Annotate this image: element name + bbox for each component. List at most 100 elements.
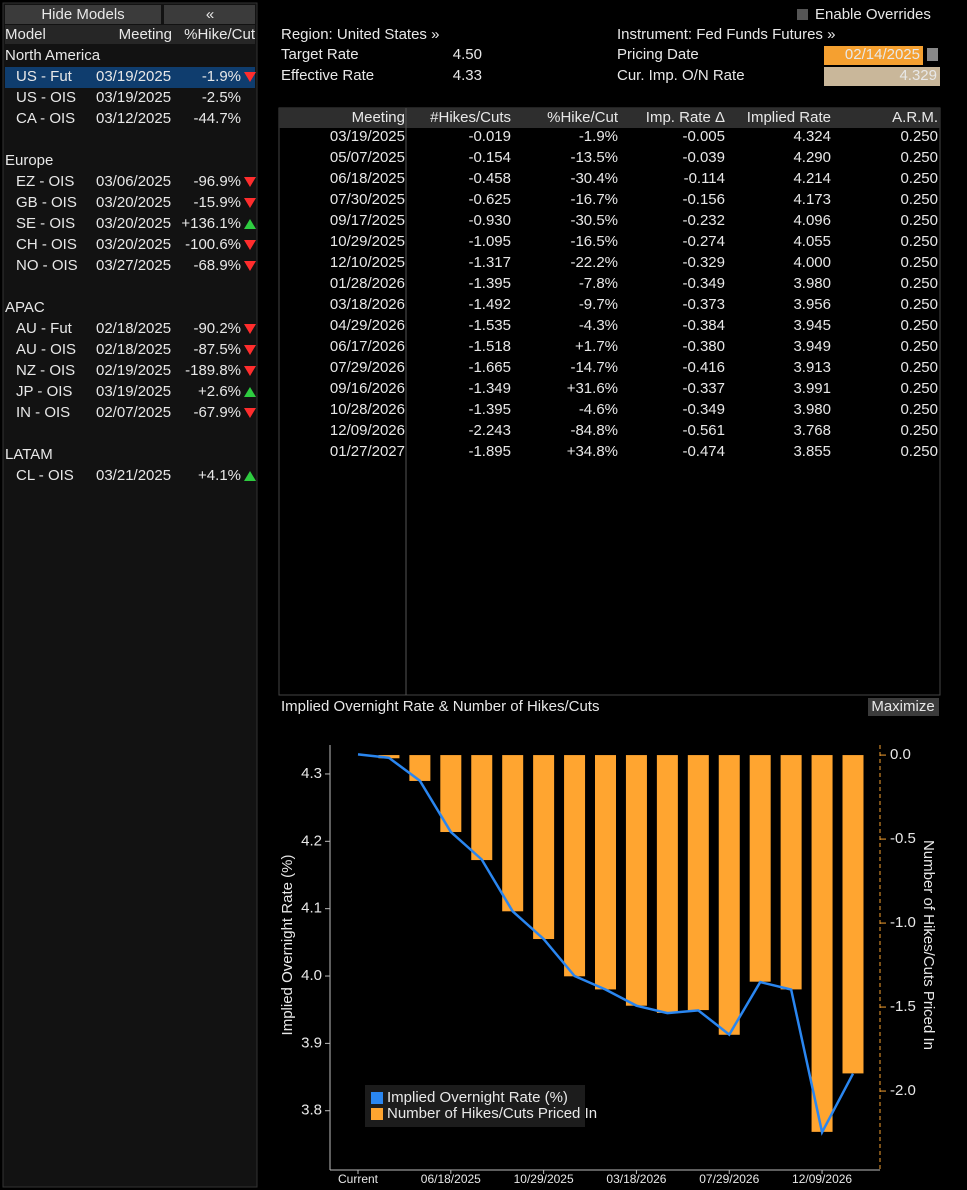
model-name[interactable]: CH - OIS: [16, 236, 77, 253]
model-meeting: 03/12/2025: [96, 110, 171, 127]
table-cell: -0.416: [682, 359, 725, 376]
table-cell: -16.5%: [570, 233, 618, 250]
chart-title: Implied Overnight Rate & Number of Hikes…: [281, 698, 599, 715]
table-cell: -0.329: [682, 254, 725, 271]
table-cell: -0.930: [468, 212, 511, 229]
table-cell: -0.561: [682, 422, 725, 439]
model-meeting: 03/06/2025: [96, 173, 171, 190]
model-meeting: 03/27/2025: [96, 257, 171, 274]
overrides-checkbox[interactable]: [797, 9, 808, 20]
table-cell: -84.8%: [570, 422, 618, 439]
bar: [718, 755, 740, 1035]
model-meeting: 03/19/2025: [96, 68, 171, 85]
y2-tick-label: -1.5: [890, 998, 916, 1015]
table-cell: -4.6%: [579, 401, 618, 418]
arrow-down: [244, 324, 256, 334]
x-tick-label: 07/29/2026: [699, 1172, 759, 1186]
table-cell: -0.349: [682, 275, 725, 292]
field-value: 02/14/2025: [845, 46, 920, 63]
bar: [564, 755, 586, 977]
model-change: -87.5%: [193, 341, 241, 358]
table-column-header: %Hike/Cut: [547, 109, 619, 126]
maximize-label: Maximize: [871, 698, 934, 715]
bar: [842, 755, 864, 1074]
bar: [811, 755, 833, 1132]
table-cell: -1.492: [468, 296, 511, 313]
table-column-header: #Hikes/Cuts: [430, 109, 511, 126]
model-change: -67.9%: [193, 404, 241, 421]
arrow-down: [244, 366, 256, 376]
model-name[interactable]: SE - OIS: [16, 215, 75, 232]
model-change: -44.7%: [193, 110, 241, 127]
y-tick-label: 4.1: [301, 900, 322, 917]
y-axis-label: Implied Overnight Rate (%): [279, 855, 296, 1036]
table-cell: -1.518: [468, 338, 511, 355]
bar: [687, 755, 709, 1011]
table-cell: -0.154: [468, 149, 511, 166]
models-column-header: Meeting: [119, 26, 172, 43]
field-value: 4.50: [453, 46, 482, 63]
calendar-icon[interactable]: [927, 48, 938, 61]
table-cell: 3.980: [793, 275, 831, 292]
table-cell: -1.349: [468, 380, 511, 397]
table-cell: 4.290: [793, 149, 831, 166]
bar: [780, 755, 802, 990]
x-tick-label: 03/18/2026: [606, 1172, 666, 1186]
table-cell: 3.980: [793, 401, 831, 418]
table-cell: 0.250: [900, 338, 938, 355]
arrow-down: [244, 345, 256, 355]
field-value: 4.33: [453, 67, 482, 84]
model-name[interactable]: GB - OIS: [16, 194, 77, 211]
model-change: +2.6%: [198, 383, 241, 400]
hide-models-button[interactable]: [5, 5, 161, 24]
model-meeting: 02/07/2025: [96, 404, 171, 421]
table-cell: 4.055: [793, 233, 831, 250]
field-value: 4.329: [899, 67, 937, 84]
model-name[interactable]: US - OIS: [16, 89, 76, 106]
collapse-button[interactable]: [164, 5, 255, 24]
table-cell: -0.458: [468, 170, 511, 187]
maximize-button[interactable]: [868, 698, 939, 716]
model-change: -90.2%: [193, 320, 241, 337]
model-name[interactable]: AU - OIS: [16, 341, 76, 358]
model-name[interactable]: IN - OIS: [16, 404, 70, 421]
instrument[interactable]: Instrument: Fed Funds Futures »: [617, 26, 835, 43]
x-tick-label: 06/18/2025: [421, 1172, 481, 1186]
model-name[interactable]: NZ - OIS: [16, 362, 75, 379]
model-name[interactable]: NO - OIS: [16, 257, 78, 274]
table-cell: -0.232: [682, 212, 725, 229]
table-cell: 03/19/2025: [330, 128, 405, 145]
model-name[interactable]: CL - OIS: [16, 467, 74, 484]
selected-row[interactable]: [5, 67, 255, 88]
bar: [409, 755, 431, 781]
table-cell: -1.095: [468, 233, 511, 250]
model-name[interactable]: AU - Fut: [16, 320, 73, 337]
model-meeting: 03/20/2025: [96, 215, 171, 232]
table-cell: 10/28/2026: [330, 401, 405, 418]
x-tick-label: 10/29/2025: [514, 1172, 574, 1186]
model-change: -15.9%: [193, 194, 241, 211]
bar: [595, 755, 616, 990]
enable-overrides[interactable]: Enable Overrides: [815, 6, 931, 23]
bar: [625, 755, 647, 1006]
table-cell: -0.380: [682, 338, 725, 355]
table-cell: -0.337: [682, 380, 725, 397]
model-name[interactable]: EZ - OIS: [16, 173, 74, 190]
model-name[interactable]: CA - OIS: [16, 110, 75, 127]
group-label: Europe: [5, 152, 53, 169]
table-column-header: A.R.M.: [892, 109, 938, 126]
field-box[interactable]: [824, 46, 923, 65]
collapse-label: «: [206, 6, 214, 23]
model-name[interactable]: US - Fut: [16, 68, 73, 85]
table-cell: 4.000: [793, 254, 831, 271]
table-cell: 3.956: [793, 296, 831, 313]
table-cell: 0.250: [900, 233, 938, 250]
table-column-header: Imp. Rate Δ: [646, 109, 725, 126]
group-label: LATAM: [5, 446, 53, 463]
arrow-down: [244, 198, 256, 208]
legend-label: Implied Overnight Rate (%): [387, 1089, 568, 1106]
table-cell: 03/18/2026: [330, 296, 405, 313]
y2-tick-label: -1.0: [890, 914, 916, 931]
model-name[interactable]: JP - OIS: [16, 383, 72, 400]
region[interactable]: Region: United States »: [281, 26, 439, 43]
